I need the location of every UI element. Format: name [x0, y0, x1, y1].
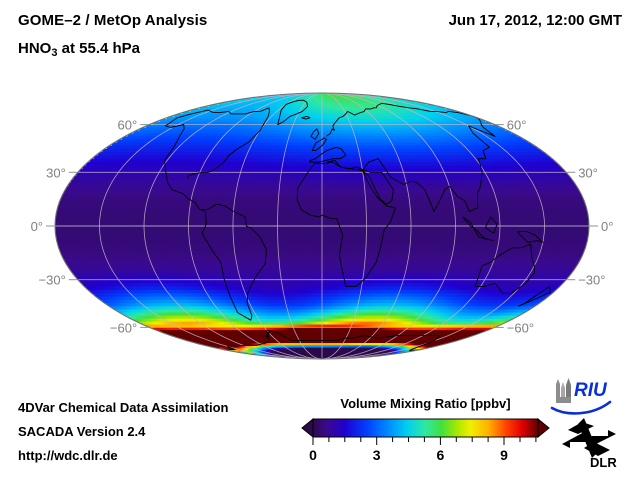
lat-label-right-m60: −60°	[507, 320, 534, 335]
species-level: at 55.4 hPa	[57, 40, 141, 57]
colorbar-tick-label-6: 6	[437, 447, 445, 463]
riu-wordmark: RIU	[574, 380, 608, 401]
colorbar-container: Volume Mixing Ratio [ppbv] 0 3 6 9	[300, 392, 550, 467]
colorbar-title: Volume Mixing Ratio [ppbv]	[340, 396, 510, 411]
lat-label-left-30: 30°	[46, 165, 66, 180]
colorbar-extend-high	[537, 417, 550, 439]
mollweide-map: 60° 60° 30° 30° 0° 0° −30° −30° −60° −60°	[31, 92, 613, 360]
lat-label-left-m30: −30°	[39, 273, 66, 288]
lat-label-right-30: 30°	[578, 165, 598, 180]
lat-label-left-m60: −60°	[110, 320, 137, 335]
colorbar-tick-label-0: 0	[309, 447, 317, 463]
species-subscript: 3	[51, 47, 58, 59]
globe-outline	[54, 92, 590, 360]
coastlines	[164, 99, 551, 352]
colorbar-tick-label-3: 3	[373, 447, 381, 463]
dlr-wordmark: DLR	[590, 455, 617, 470]
lat-label-right-m30: −30°	[578, 273, 605, 288]
colorbar-gradient	[312, 418, 539, 438]
footer-line-url[interactable]: http://wdc.dlr.de	[18, 448, 118, 463]
map-container: 60° 60° 30° 30° 0° 0° −30° −30° −60° −60°	[0, 76, 640, 376]
logo-container: RIU DLR	[548, 372, 640, 472]
lat-label-right-0: 0°	[601, 219, 613, 234]
footer-line-method: 4DVar Chemical Data Assimilation	[18, 400, 229, 415]
colorbar-extend-low	[301, 417, 314, 439]
dlr-logo: DLR	[562, 418, 617, 470]
graticule	[55, 93, 589, 359]
species-subtitle: HNO3 at 55.4 hPa	[18, 40, 141, 59]
logo-group: RIU DLR	[550, 378, 617, 470]
lat-label-left-60: 60°	[118, 118, 138, 133]
timestamp: Jun 17, 2012, 12:00 GMT	[448, 12, 622, 29]
species-name: HNO	[18, 40, 52, 57]
footer-line-version: SACADA Version 2.4	[18, 424, 146, 439]
lat-label-left-0: 0°	[31, 219, 43, 234]
colorbar-tick-label-9: 9	[500, 447, 508, 463]
colorbar: Volume Mixing Ratio [ppbv] 0 3 6 9	[301, 396, 550, 463]
page-title: GOME–2 / MetOp Analysis	[18, 12, 208, 29]
lat-label-right-60: 60°	[507, 118, 527, 133]
riu-logo: RIU	[550, 378, 612, 415]
